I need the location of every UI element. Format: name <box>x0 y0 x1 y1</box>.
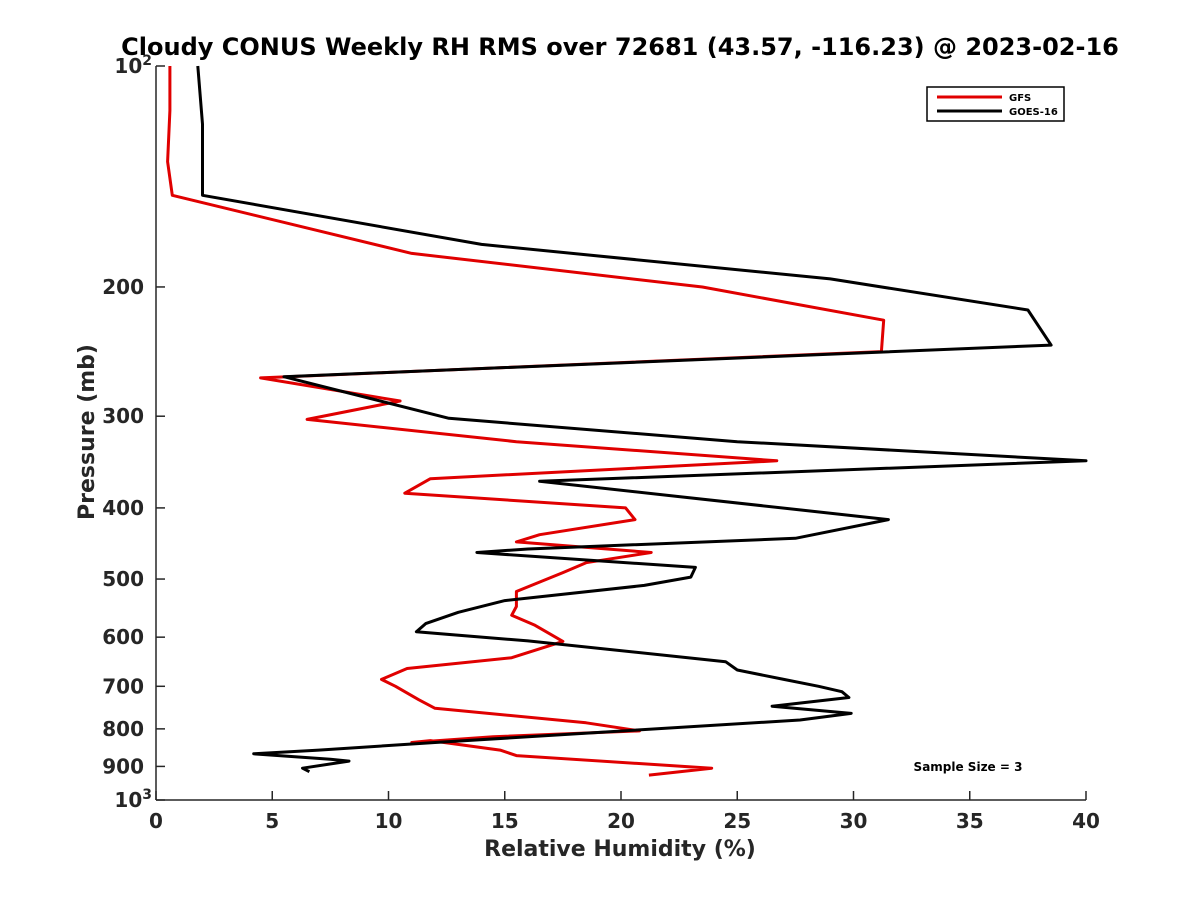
y-tick-labels: 102 200 300 400 500 600 700 800 900 103 <box>102 53 152 812</box>
legend-label-goes-16: GOES-16 <box>1009 107 1058 118</box>
x-axis-label: Relative Humidity (%) <box>484 837 756 862</box>
legend-box <box>926 86 1065 122</box>
y-tick-label: 900 <box>102 754 144 778</box>
y-axis-label: Pressure (mb) <box>75 344 100 520</box>
y-tick-label: 103 <box>114 787 152 812</box>
y-tick-label: 102 <box>114 53 152 78</box>
x-tick-label: 0 <box>149 809 163 833</box>
x-tick-label: 20 <box>607 809 635 833</box>
y-tick-label: 500 <box>102 567 144 591</box>
x-tick-label: 15 <box>491 809 519 833</box>
y-tick-label: 700 <box>102 674 144 698</box>
legend: GFS GOES-16 <box>926 86 1065 122</box>
y-tick-label: 200 <box>102 275 144 299</box>
x-tick-label: 25 <box>723 809 751 833</box>
y-tick-label: 600 <box>102 625 144 649</box>
x-tick-label: 10 <box>375 809 403 833</box>
y-tick-label: 300 <box>102 404 144 428</box>
series-layer <box>166 65 1088 777</box>
legend-label-gfs: GFS <box>1009 93 1031 104</box>
x-tick-labels: 0 5 10 15 20 25 30 35 40 <box>149 809 1100 833</box>
sample-size-annotation: Sample Size = 3 <box>914 760 1023 774</box>
x-tick-label: 30 <box>840 809 868 833</box>
x-tick-label: 5 <box>265 809 279 833</box>
x-tick-label: 35 <box>956 809 984 833</box>
y-tick-label: 400 <box>102 496 144 520</box>
y-tick-label: 800 <box>102 717 144 741</box>
chart-title: Cloudy CONUS Weekly RH RMS over 72681 (4… <box>121 33 1119 61</box>
axes-layer <box>155 65 1087 801</box>
x-tick-label: 40 <box>1072 809 1100 833</box>
series-line-goes-16 <box>196 65 1088 774</box>
